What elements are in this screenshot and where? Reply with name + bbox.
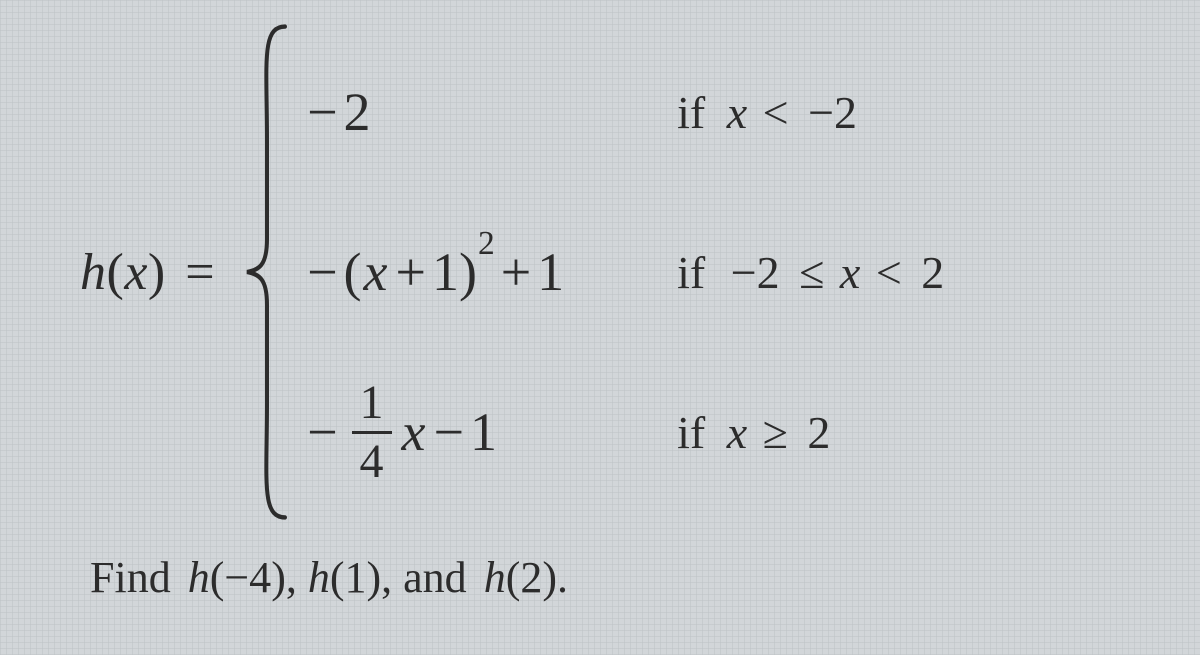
prompt-line: Find h(−4), h(1), and h(2). xyxy=(80,552,1160,603)
case-1-expression: −2 xyxy=(307,81,677,143)
cases-list: −2 if x < −2 −(x+1)2+1 xyxy=(297,20,948,524)
piecewise-definition: h(x) = −2 if x xyxy=(80,20,1160,524)
case-row-3: − 1 4 x − 1 if x xyxy=(307,362,948,502)
cases-block: −2 if x < −2 −(x+1)2+1 xyxy=(239,20,948,524)
function-arg: x xyxy=(124,244,148,301)
function-lhs: h(x) = xyxy=(80,243,221,302)
lparen: ( xyxy=(107,244,125,301)
case-3-condition: if x ≥ 2 xyxy=(677,406,834,459)
fraction-bar xyxy=(352,431,392,434)
case-1-value: 2 xyxy=(344,81,371,143)
left-brace xyxy=(239,20,297,524)
case-row-2: −(x+1)2+1 if −2 ≤ x < 2 xyxy=(307,202,948,342)
case-2-expression: −(x+1)2+1 xyxy=(307,241,677,303)
equals-sign: = xyxy=(179,244,221,301)
function-name: h xyxy=(80,244,107,301)
case-3-expression: − 1 4 x − 1 xyxy=(307,377,677,488)
case-1-condition: if x < −2 xyxy=(677,86,861,139)
exponent: 2 xyxy=(478,225,495,263)
case-row-1: −2 if x < −2 xyxy=(307,42,948,182)
minus-sign: − xyxy=(307,81,343,143)
rparen: ) xyxy=(148,244,166,301)
page-root: h(x) = −2 if x xyxy=(0,0,1200,655)
fraction-one-fourth: 1 4 xyxy=(352,377,392,488)
case-2-condition: if −2 ≤ x < 2 xyxy=(677,246,948,299)
